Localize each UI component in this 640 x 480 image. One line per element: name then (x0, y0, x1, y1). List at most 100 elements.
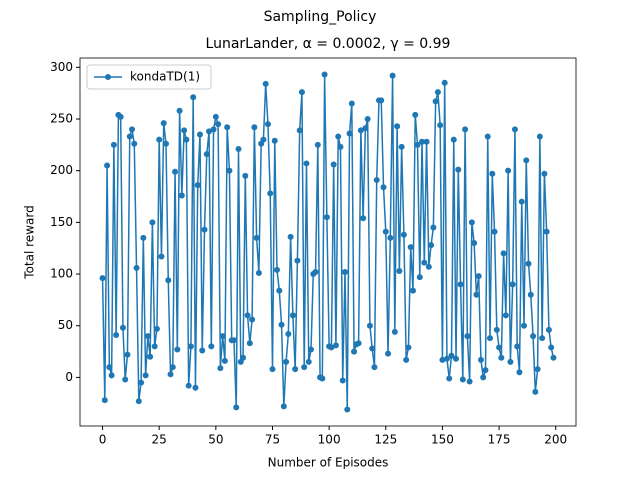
data-point (491, 228, 498, 235)
x-tick-label: 75 (265, 433, 280, 447)
data-point (366, 322, 373, 329)
data-point (169, 364, 176, 371)
data-point (149, 219, 156, 226)
data-point (208, 343, 215, 350)
data-point (369, 345, 376, 352)
data-point (269, 366, 276, 373)
data-point (117, 113, 124, 120)
data-point (394, 123, 401, 130)
y-tick-label: 100 (50, 267, 73, 281)
data-point (385, 350, 392, 357)
legend-label: kondaTD(1) (130, 70, 200, 84)
data-point (505, 167, 512, 174)
data-point (539, 335, 546, 342)
data-point (158, 253, 165, 260)
data-point (455, 166, 462, 173)
data-point (373, 176, 380, 183)
data-point (292, 366, 299, 373)
data-point (224, 124, 231, 131)
data-point (287, 233, 294, 240)
suptitle: Sampling_Policy (264, 9, 377, 25)
x-tick-label: 100 (318, 433, 341, 447)
data-point (108, 372, 115, 379)
data-point (459, 376, 466, 383)
data-point (430, 224, 437, 231)
data-point (240, 354, 247, 361)
data-point (487, 335, 494, 342)
data-point (441, 79, 448, 86)
data-point (439, 356, 446, 363)
data-point (518, 198, 525, 205)
data-point (201, 226, 208, 233)
data-point (124, 351, 131, 358)
data-point (351, 348, 358, 355)
data-point (532, 388, 539, 395)
data-point (230, 337, 237, 344)
axes-frame (79, 57, 577, 427)
data-point (412, 111, 419, 118)
x-tick-label: 0 (99, 433, 107, 447)
data-point (131, 140, 138, 147)
data-point (541, 170, 548, 177)
data-point (106, 364, 113, 371)
data-point (133, 264, 140, 271)
data-point (450, 136, 457, 143)
data-point (509, 281, 516, 288)
data-point (153, 325, 160, 332)
data-point (534, 366, 541, 373)
data-point (500, 250, 507, 257)
data-point (536, 133, 543, 140)
data-point (520, 322, 527, 329)
data-point (409, 287, 416, 294)
data-point (330, 161, 337, 168)
data-point (428, 242, 435, 249)
data-point (178, 192, 185, 199)
data-point (276, 287, 283, 294)
data-point (274, 266, 281, 273)
data-point (215, 121, 222, 128)
data-point (278, 321, 285, 328)
data-point (104, 162, 111, 169)
data-point (172, 168, 179, 175)
data-point (443, 355, 450, 362)
data-point (190, 94, 197, 101)
data-point (475, 273, 482, 280)
data-point (167, 371, 174, 378)
data-point (357, 127, 364, 134)
y-tick-label: 250 (50, 111, 73, 125)
data-point (271, 137, 278, 144)
legend-box (86, 64, 212, 90)
data-point (135, 398, 142, 405)
data-point (122, 376, 129, 383)
data-point (192, 384, 199, 391)
data-point (543, 228, 550, 235)
data-point (407, 244, 414, 251)
data-point (493, 326, 500, 333)
data-point (244, 312, 251, 319)
data-point (156, 136, 163, 143)
data-point (400, 231, 407, 238)
data-point (194, 182, 201, 189)
data-point (434, 89, 441, 96)
data-point (389, 72, 396, 79)
data-point (280, 403, 287, 410)
data-point (119, 324, 126, 331)
x-tick-label: 200 (544, 433, 567, 447)
data-point (527, 291, 534, 298)
data-point (425, 263, 432, 270)
data-point (496, 344, 503, 351)
data-point (498, 354, 505, 361)
data-point (147, 353, 154, 360)
data-point (144, 333, 151, 340)
data-point (464, 333, 471, 340)
data-point (462, 126, 469, 133)
data-point (448, 352, 455, 359)
data-point (362, 125, 369, 132)
data-point (548, 344, 555, 351)
data-point (199, 347, 206, 354)
data-point (344, 406, 351, 413)
data-point (423, 138, 430, 145)
data-point (482, 367, 489, 374)
data-point (446, 375, 453, 382)
